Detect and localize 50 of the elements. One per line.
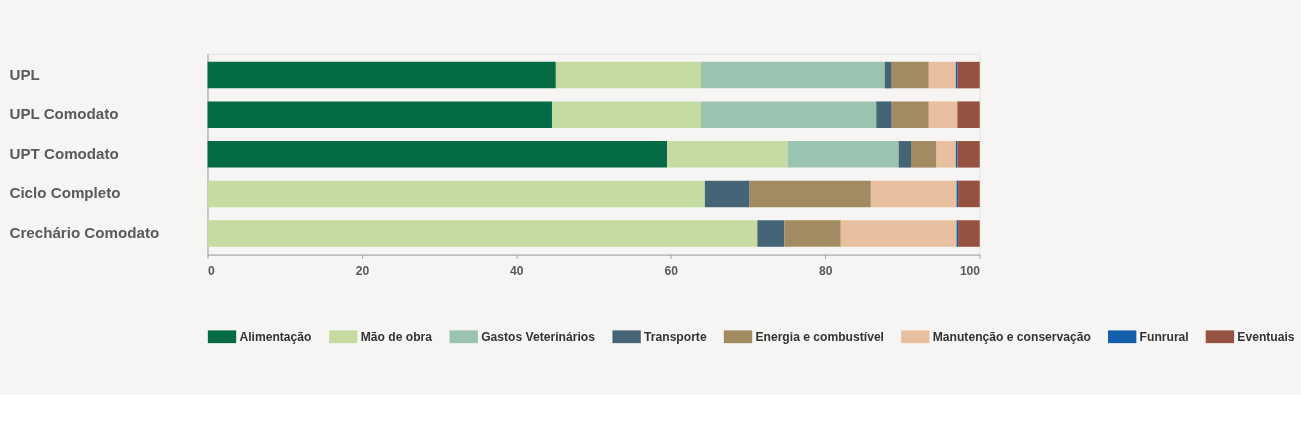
bar <box>891 61 929 89</box>
legend-label: Transporte <box>644 329 707 344</box>
bar <box>876 101 892 128</box>
bar <box>207 180 705 208</box>
bar <box>891 101 929 128</box>
bar <box>928 101 958 128</box>
bar <box>784 220 841 247</box>
y-tick-label: UPL Comodato <box>9 105 119 123</box>
x-tick-label: 60 <box>664 263 679 278</box>
legend-label: Funrural <box>1139 329 1189 344</box>
legend-label: Eventuais <box>1237 329 1295 344</box>
bar <box>870 180 957 208</box>
bar <box>958 180 980 208</box>
x-tick-label: 80 <box>818 263 833 278</box>
bar <box>936 141 956 168</box>
bar <box>555 61 701 89</box>
legend-label: Mão de obra <box>360 329 433 344</box>
x-tick-label: 0 <box>207 263 215 278</box>
x-tick-label: 40 <box>510 263 524 278</box>
bar <box>898 141 912 168</box>
bar <box>957 141 980 168</box>
legend-label: Gastos Veterinários <box>481 329 596 344</box>
bar <box>207 101 552 128</box>
legend-label: Energia e combustível <box>755 329 884 344</box>
bar <box>749 180 871 208</box>
legend-label: Manutenção e conservação <box>932 329 1091 344</box>
y-tick-label: Crechário Comodato <box>9 224 160 242</box>
bar <box>207 141 668 168</box>
legend-label: Alimentação <box>239 329 312 344</box>
bar <box>957 101 980 128</box>
bar <box>704 180 750 208</box>
y-tick-label: Ciclo Completo <box>9 184 121 202</box>
y-tick-label: UPT Comodato <box>9 144 119 162</box>
y-tick-label: UPL <box>9 65 40 83</box>
x-tick-label: 20 <box>355 263 370 278</box>
bar <box>958 220 980 247</box>
x-tick-label: 100 <box>959 263 981 278</box>
bar <box>207 220 758 247</box>
bar <box>840 220 957 247</box>
bar <box>884 61 892 89</box>
bar <box>787 141 899 168</box>
bar <box>928 61 956 89</box>
bar <box>957 61 980 89</box>
bar <box>757 220 785 247</box>
bar <box>551 101 701 128</box>
bar <box>911 141 937 168</box>
bar <box>667 141 788 168</box>
bar <box>207 61 556 89</box>
bar <box>701 101 877 128</box>
bar <box>701 61 885 89</box>
